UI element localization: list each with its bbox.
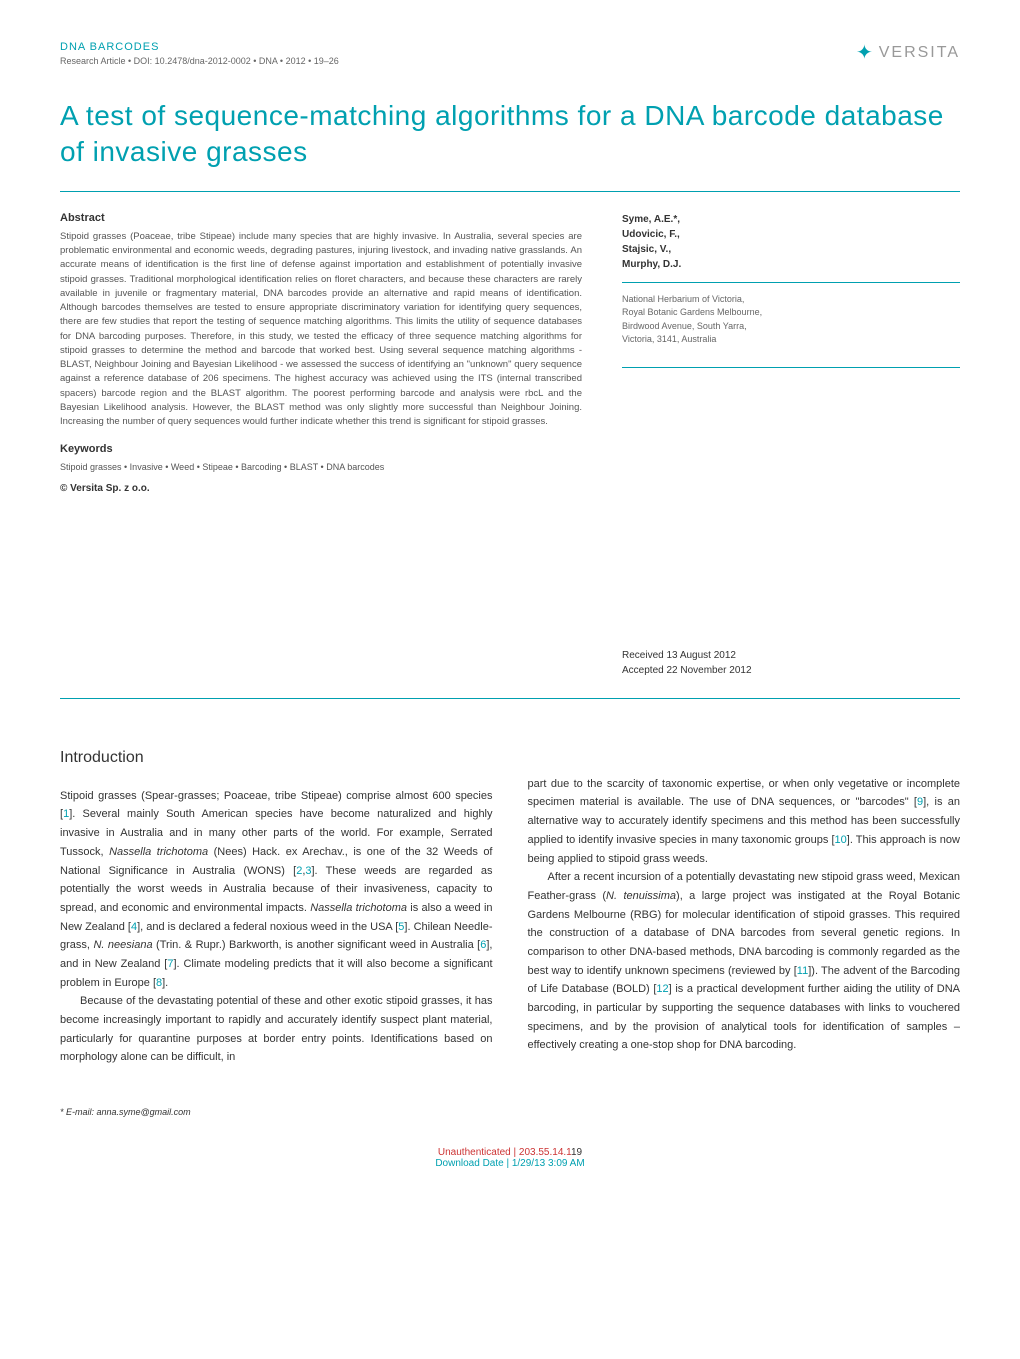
paragraph-1: Stipoid grasses (Spear-grasses; Poaceae,… — [60, 787, 493, 993]
body-text-left: Stipoid grasses (Spear-grasses; Poaceae,… — [60, 787, 493, 1067]
corresponding-email: * E-mail: anna.syme@gmail.com — [60, 1107, 960, 1117]
abstract-column: Abstract Stipoid grasses (Poaceae, tribe… — [60, 212, 582, 678]
authors-list: Syme, A.E.*, Udovicic, F., Stajsic, V., … — [622, 212, 960, 272]
keywords-text: Stipoid grasses • Invasive • Weed • Stip… — [60, 461, 582, 475]
ref-10[interactable]: 10 — [835, 834, 847, 846]
meta-divider — [60, 698, 960, 699]
journal-info: DNA BARCODES Research Article • DOI: 10.… — [60, 40, 339, 68]
ref-11[interactable]: 11 — [797, 965, 808, 977]
spacer — [528, 719, 961, 775]
abstract-heading: Abstract — [60, 212, 582, 224]
author-3: Stajsic, V., — [622, 242, 960, 257]
copyright-text: © Versita Sp. z o.o. — [60, 483, 582, 494]
body-text-right: part due to the scarcity of taxonomic ex… — [528, 775, 961, 1055]
meta-columns: Abstract Stipoid grasses (Poaceae, tribe… — [60, 212, 960, 678]
received-date: Received 13 August 2012 — [622, 648, 960, 663]
footer-line-2: Download Date | 1/29/13 3:09 AM — [60, 1158, 960, 1169]
authors-column: Syme, A.E.*, Udovicic, F., Stajsic, V., … — [622, 212, 960, 678]
body-right-column: part due to the scarcity of taxonomic ex… — [528, 719, 961, 1067]
keywords-heading: Keywords — [60, 443, 582, 455]
page-footer: Unauthenticated | 203.55.14.119 Download… — [60, 1147, 960, 1169]
title-divider — [60, 191, 960, 192]
ref-2[interactable]: 2 — [296, 865, 302, 877]
affiliation-divider — [622, 367, 960, 368]
paragraph-2: Because of the devastating potential of … — [60, 992, 493, 1067]
ref-12[interactable]: 12 — [656, 983, 668, 995]
introduction-heading: Introduction — [60, 749, 493, 767]
abstract-text: Stipoid grasses (Poaceae, tribe Stipeae)… — [60, 230, 582, 430]
affiliation-text: National Herbarium of Victoria, Royal Bo… — [622, 293, 960, 347]
authors-divider — [622, 282, 960, 283]
accepted-date: Accepted 22 November 2012 — [622, 663, 960, 678]
journal-name: DNA BARCODES — [60, 40, 339, 55]
page-number: 19 — [571, 1147, 582, 1158]
dates-block: Received 13 August 2012 Accepted 22 Nove… — [622, 648, 960, 678]
publisher-name: VERSITA — [879, 44, 960, 62]
author-4: Murphy, D.J. — [622, 257, 960, 272]
publisher-logo: ✦ VERSITA — [856, 40, 960, 65]
body-columns: Introduction Stipoid grasses (Spear-gras… — [60, 719, 960, 1067]
author-2: Udovicic, F., — [622, 227, 960, 242]
spacer — [622, 378, 960, 638]
paragraph-4: After a recent incursion of a potentiall… — [528, 868, 961, 1055]
article-meta: Research Article • DOI: 10.2478/dna-2012… — [60, 55, 339, 68]
paragraph-3: part due to the scarcity of taxonomic ex… — [528, 775, 961, 868]
footer-line-1: Unauthenticated | 203.55.14.119 — [60, 1147, 960, 1158]
author-1: Syme, A.E.*, — [622, 212, 960, 227]
logo-icon: ✦ — [856, 40, 875, 65]
body-left-column: Introduction Stipoid grasses (Spear-gras… — [60, 719, 493, 1067]
page-header: DNA BARCODES Research Article • DOI: 10.… — [60, 40, 960, 68]
article-title: A test of sequence-matching algorithms f… — [60, 98, 960, 171]
